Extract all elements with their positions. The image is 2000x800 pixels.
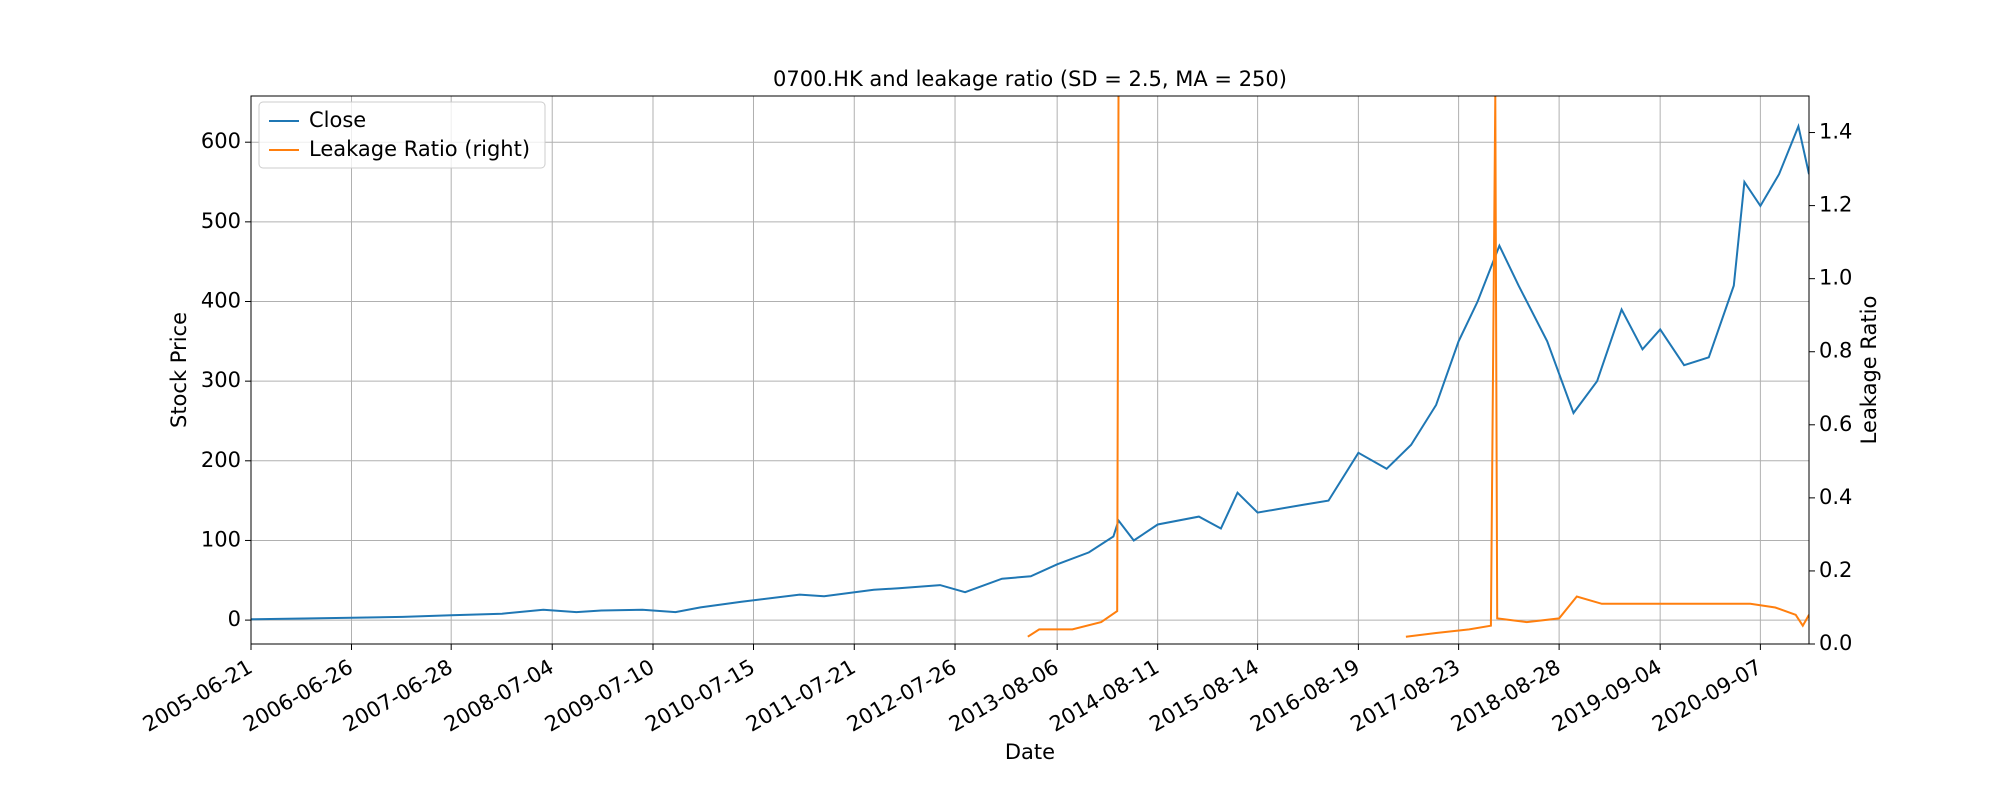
y2-tick-label: 1.4 [1819, 120, 1852, 144]
y2-tick-label: 0.4 [1819, 485, 1852, 509]
x-tick-label: 2020-09-07 [1648, 655, 1766, 737]
x-tick-label: 2006-06-26 [239, 655, 357, 737]
y-tick-label: 500 [201, 209, 241, 233]
x-tick-label: 2009-07-10 [541, 655, 659, 737]
y-tick-label: 0 [228, 607, 241, 631]
y2-tick-label: 0.0 [1819, 631, 1852, 655]
chart-title: 0700.HK and leakage ratio (SD = 2.5, MA … [773, 67, 1287, 91]
y2-tick-label: 0.6 [1819, 412, 1852, 436]
y2-tick-label: 0.8 [1819, 339, 1852, 363]
legend-box [258, 101, 546, 169]
x-tick-label: 2018-08-28 [1447, 655, 1565, 737]
x-tick-label: 2010-07-15 [641, 655, 759, 737]
legend-label: Close [309, 108, 366, 132]
y-axis-label: Stock Price [167, 312, 191, 428]
x-tick-label: 2014-08-11 [1045, 655, 1163, 737]
x-tick-label: 2017-08-23 [1346, 655, 1464, 737]
y-tick-label: 100 [201, 527, 241, 551]
x-tick-label: 2016-08-19 [1246, 655, 1364, 737]
y-tick-label: 400 [201, 289, 241, 313]
y2-tick-label: 1.0 [1819, 266, 1852, 290]
y2-axis-label: Leakage Ratio [1857, 296, 1881, 445]
plot-frame [250, 95, 1810, 645]
x-tick-label: 2015-08-14 [1145, 655, 1263, 737]
x-tick-label: 2011-07-21 [742, 655, 860, 737]
x-tick-label: 2012-07-26 [843, 655, 961, 737]
x-axis-label: Date [1005, 740, 1055, 764]
y2-tick-label: 0.2 [1819, 558, 1852, 582]
x-tick-label: 2008-07-04 [440, 655, 558, 737]
series-line [1027, 96, 1809, 638]
x-tick-label: 2007-06-28 [339, 655, 457, 737]
plot-area [251, 96, 1809, 638]
series-line [251, 122, 1809, 621]
y-tick-label: 300 [201, 368, 241, 392]
y-tick-label: 200 [201, 448, 241, 472]
x-tick-label: 2005-06-21 [139, 655, 257, 737]
y2-tick-label: 1.2 [1819, 193, 1852, 217]
legend-label: Leakage Ratio (right) [309, 137, 530, 161]
y-tick-label: 600 [201, 129, 241, 153]
x-tick-label: 2013-08-06 [945, 655, 1063, 737]
x-tick-label: 2019-09-04 [1548, 655, 1666, 737]
